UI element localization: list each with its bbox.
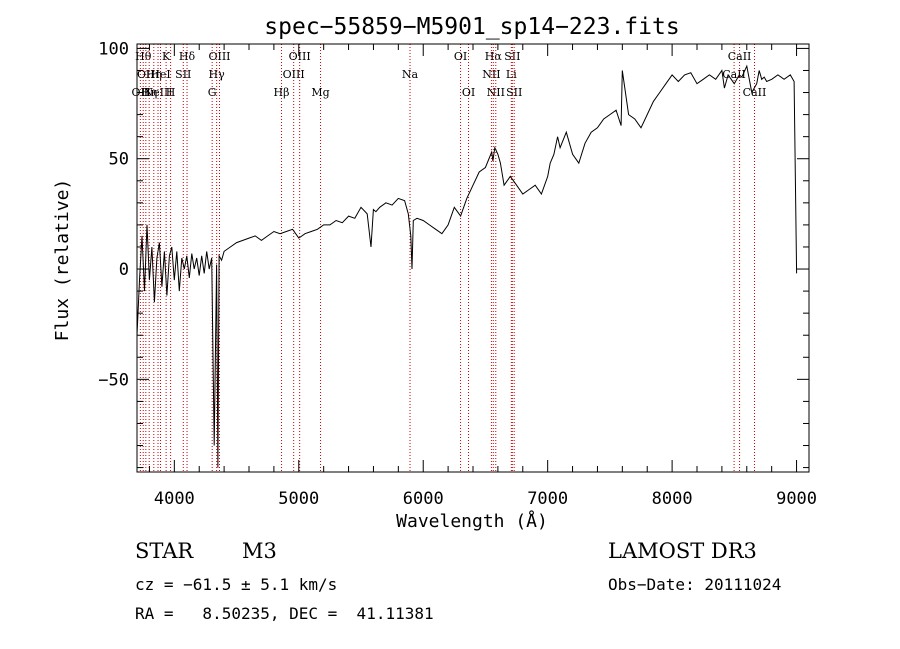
redshift-velocity: cz = −61.5 ± 5.1 km/s [135,575,338,594]
line-marker-label: SII [504,50,520,63]
x-tick-label: 9000 [776,489,817,509]
x-tick-label: 4000 [154,489,195,509]
object-class: STAR [135,539,194,563]
line-marker-label: OI [462,86,475,99]
line-marker-label: OIII [208,50,230,63]
x-axis: 4000 5000 6000 7000 8000 9000 [148,44,817,509]
chart-title: spec−55859−M5901_sp14−223.fits [264,14,679,40]
y-tick-label: 100 [98,39,129,59]
x-tick-label: 6000 [403,489,444,509]
line-marker-label: Hη [141,86,157,99]
line-marker-label: SII [175,68,191,81]
x-tick-label: 8000 [652,489,693,509]
line-marker-label: NII [482,68,500,81]
line-marker-label: HeI [150,68,170,81]
y-tick-label: −50 [98,370,129,390]
line-marker-label: SII [506,86,522,99]
y-tick-label: 0 [119,260,129,280]
line-marker-label: Na [402,68,419,81]
y-axis: 100 50 0 −50 [98,39,809,469]
line-marker-label: OI [454,50,467,63]
line-marker-label: G [208,86,217,99]
line-marker-label: NII [487,86,505,99]
x-tick-label: 7000 [527,489,568,509]
line-marker-label: CaII [728,50,752,63]
line-marker-label: Li [506,68,517,81]
y-axis-label: Flux (relative) [52,179,73,342]
line-marker-label: Hγ [209,68,226,81]
line-marker-label: K [162,50,171,63]
line-marker-label: OII [137,68,155,81]
survey-name: LAMOST DR3 [608,539,757,563]
line-marker-label: Hα [485,50,503,63]
x-tick-label: 5000 [278,489,319,509]
line-marker-label: NeIII [143,86,172,99]
line-marker-label: Hθ [135,50,152,63]
x-axis-label: Wavelength (Å) [396,510,548,532]
coordinates: RA = 8.50235, DEC = 41.11381 [135,604,434,623]
line-marker-label: Mg [311,86,329,99]
spectral-line-markers: OIIHθOIIHηHηNeIIIHeIKHSIIHδGHγOIIIHβOIII… [132,44,767,472]
line-marker-label: Hβ [274,86,290,99]
spectrum-line [136,64,798,468]
line-marker-label: H [166,86,176,99]
line-marker-label: CaII [743,86,767,99]
plot-frame [136,43,810,473]
line-marker-label: CaII [722,68,746,81]
line-marker-label: OIII [289,50,311,63]
object-subclass: M3 [242,539,277,563]
y-tick-label: 50 [109,150,129,170]
observation-date: Obs−Date: 20111024 [608,575,782,594]
line-marker-label: Hδ [179,50,196,63]
line-marker-label: OIII [283,68,305,81]
